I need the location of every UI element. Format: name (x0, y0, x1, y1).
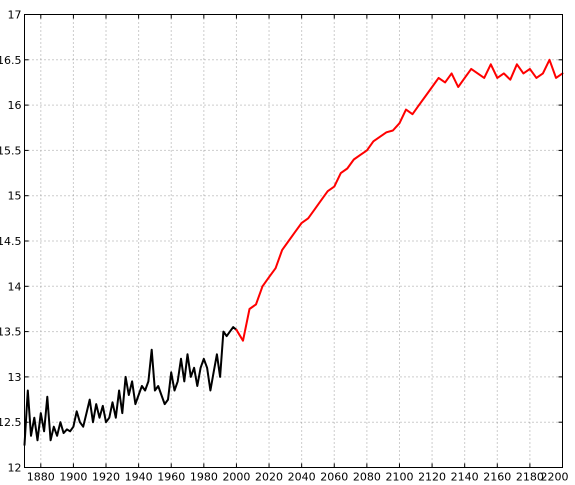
x-tick-label: 2060 (320, 471, 348, 484)
x-tick-label: 2180 (516, 471, 544, 484)
x-tick-label: 1920 (92, 471, 120, 484)
y-tick-label: 13.5 (0, 326, 22, 339)
x-tick-label: 2000 (222, 471, 250, 484)
y-tick-label: 15 (8, 190, 22, 203)
x-tick-label: 1980 (190, 471, 218, 484)
x-tick-label: 2140 (451, 471, 479, 484)
y-tick-label: 14.5 (0, 235, 22, 248)
y-tick-label: 17 (8, 9, 22, 22)
y-axis-tick-labels: 12 12.5 13 13.5 14 14.5 15 15.5 16 16.5 17 (0, 9, 22, 475)
x-tick-label: 2200 (541, 471, 569, 484)
y-tick-label: 16 (8, 99, 22, 112)
x-tick-label: 1960 (157, 471, 185, 484)
series-line-1 (235, 58, 564, 342)
x-tick-label: 2080 (353, 471, 381, 484)
tick-marks (24, 14, 563, 468)
x-tick-label: 2160 (483, 471, 511, 484)
x-tick-label: 2120 (418, 471, 446, 484)
y-tick-label: 12 (8, 462, 22, 475)
y-tick-label: 12.5 (0, 416, 22, 429)
x-tick-label: 1880 (27, 471, 55, 484)
y-tick-label: 15.5 (0, 144, 22, 157)
y-tick-label: 14 (8, 280, 22, 293)
x-axis-tick-labels: 1880 1900 1920 1940 1960 1980 2000 2020 2040 2060… (27, 471, 569, 484)
x-tick-label: 1900 (59, 471, 87, 484)
x-tick-label: 2100 (385, 471, 413, 484)
grid (24, 14, 563, 468)
y-tick-label: 13 (8, 371, 22, 384)
series-line-0 (23, 326, 238, 446)
x-tick-label: 2040 (288, 471, 316, 484)
series-layer (23, 58, 564, 446)
x-tick-label: 2020 (255, 471, 283, 484)
y-tick-label: 16.5 (0, 54, 22, 67)
x-tick-label: 1940 (125, 471, 153, 484)
